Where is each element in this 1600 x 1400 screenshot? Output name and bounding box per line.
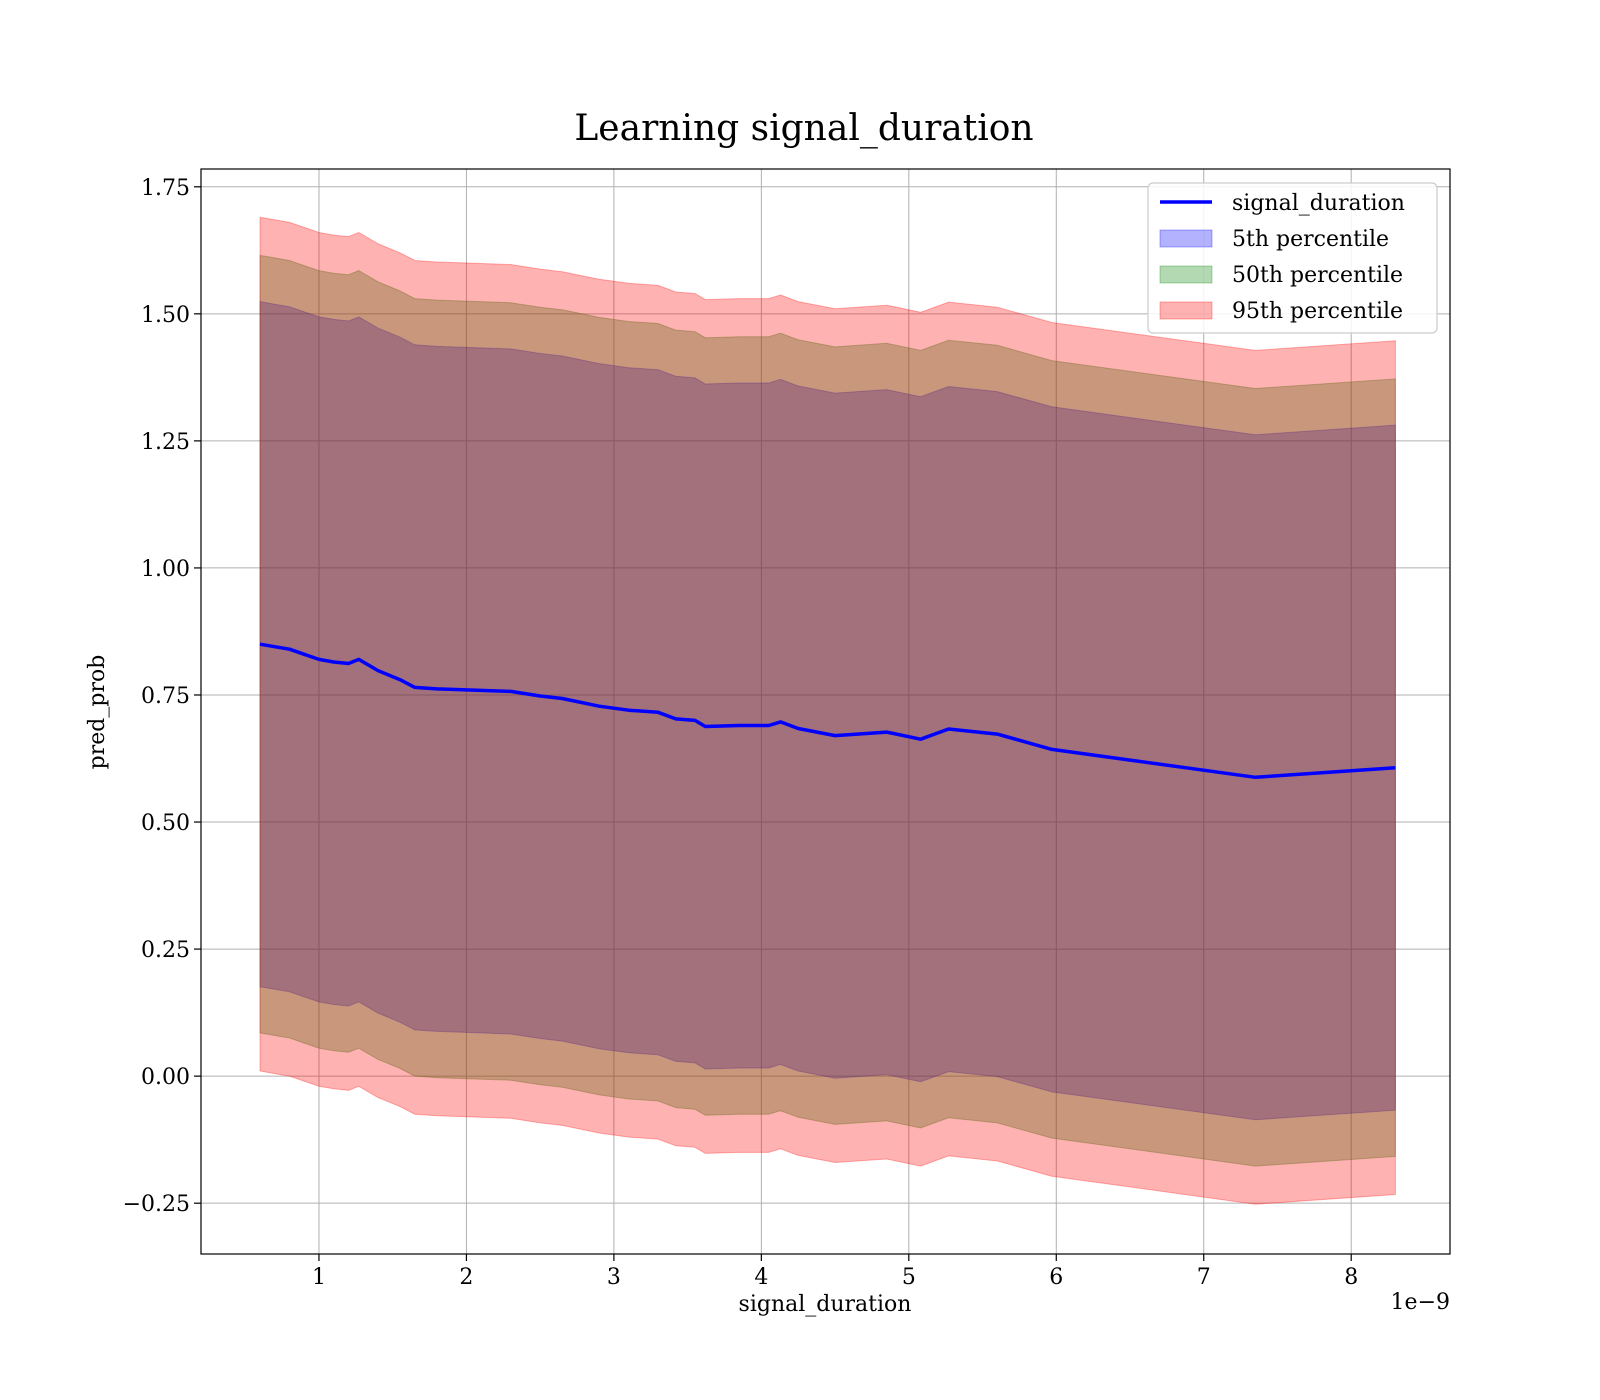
band-50th-percentile [259, 254, 1396, 1167]
x-tick-label: 7 [1197, 1265, 1211, 1290]
legend-label: signal_duration [1232, 191, 1405, 216]
x-tick-label: 8 [1344, 1265, 1358, 1290]
grid [201, 169, 1450, 1254]
x-axis-offset-label: 1e−9 [1391, 1290, 1450, 1315]
legend-swatch [1159, 301, 1213, 320]
x-tick-label: 4 [754, 1265, 768, 1290]
y-tick-label: 0.25 [141, 938, 190, 963]
band-95th-percentile [259, 216, 1396, 1205]
legend-label: 5th percentile [1232, 227, 1389, 252]
legend: signal_duration 5th percentile 50th percen… [1147, 182, 1438, 334]
legend-label: 50th percentile [1232, 263, 1403, 288]
legend-swatch [1159, 265, 1213, 284]
y-tick-label: 1.50 [141, 303, 190, 328]
y-tick-label: 1.75 [141, 176, 190, 201]
y-tick-label: 0.00 [141, 1065, 190, 1090]
legend-label: 95th percentile [1232, 299, 1403, 324]
y-axis-ticks: −0.25 0.00 0.25 0.50 0.75 1.00 1.25 1.50 1.75 [123, 176, 201, 1217]
x-tick-label: 3 [607, 1265, 621, 1290]
x-tick-label: 2 [459, 1265, 473, 1290]
series-line-signal-duration [259, 642, 1396, 780]
percentile-bands [259, 216, 1396, 1205]
x-tick-label: 1 [312, 1265, 326, 1290]
x-tick-label: 6 [1049, 1265, 1063, 1290]
x-tick-label: 5 [902, 1265, 916, 1290]
y-tick-label: 0.50 [141, 811, 190, 836]
y-tick-label: 0.75 [141, 684, 190, 709]
band-5th-percentile [259, 301, 1396, 1121]
y-tick-label: −0.25 [123, 1192, 190, 1217]
chart-title: Learning signal_duration [574, 108, 1033, 149]
y-axis-label: pred_prob [85, 655, 110, 770]
x-axis-label: signal_duration [739, 1292, 912, 1317]
legend-swatch [1159, 229, 1213, 248]
x-axis-ticks: 1 2 3 4 5 6 7 8 [312, 1254, 1358, 1290]
y-tick-label: 1.25 [141, 430, 190, 455]
series-lines [259, 642, 1396, 780]
y-tick-label: 1.00 [141, 557, 190, 582]
legend-box [1147, 182, 1438, 334]
plot-frame [200, 168, 1451, 1255]
